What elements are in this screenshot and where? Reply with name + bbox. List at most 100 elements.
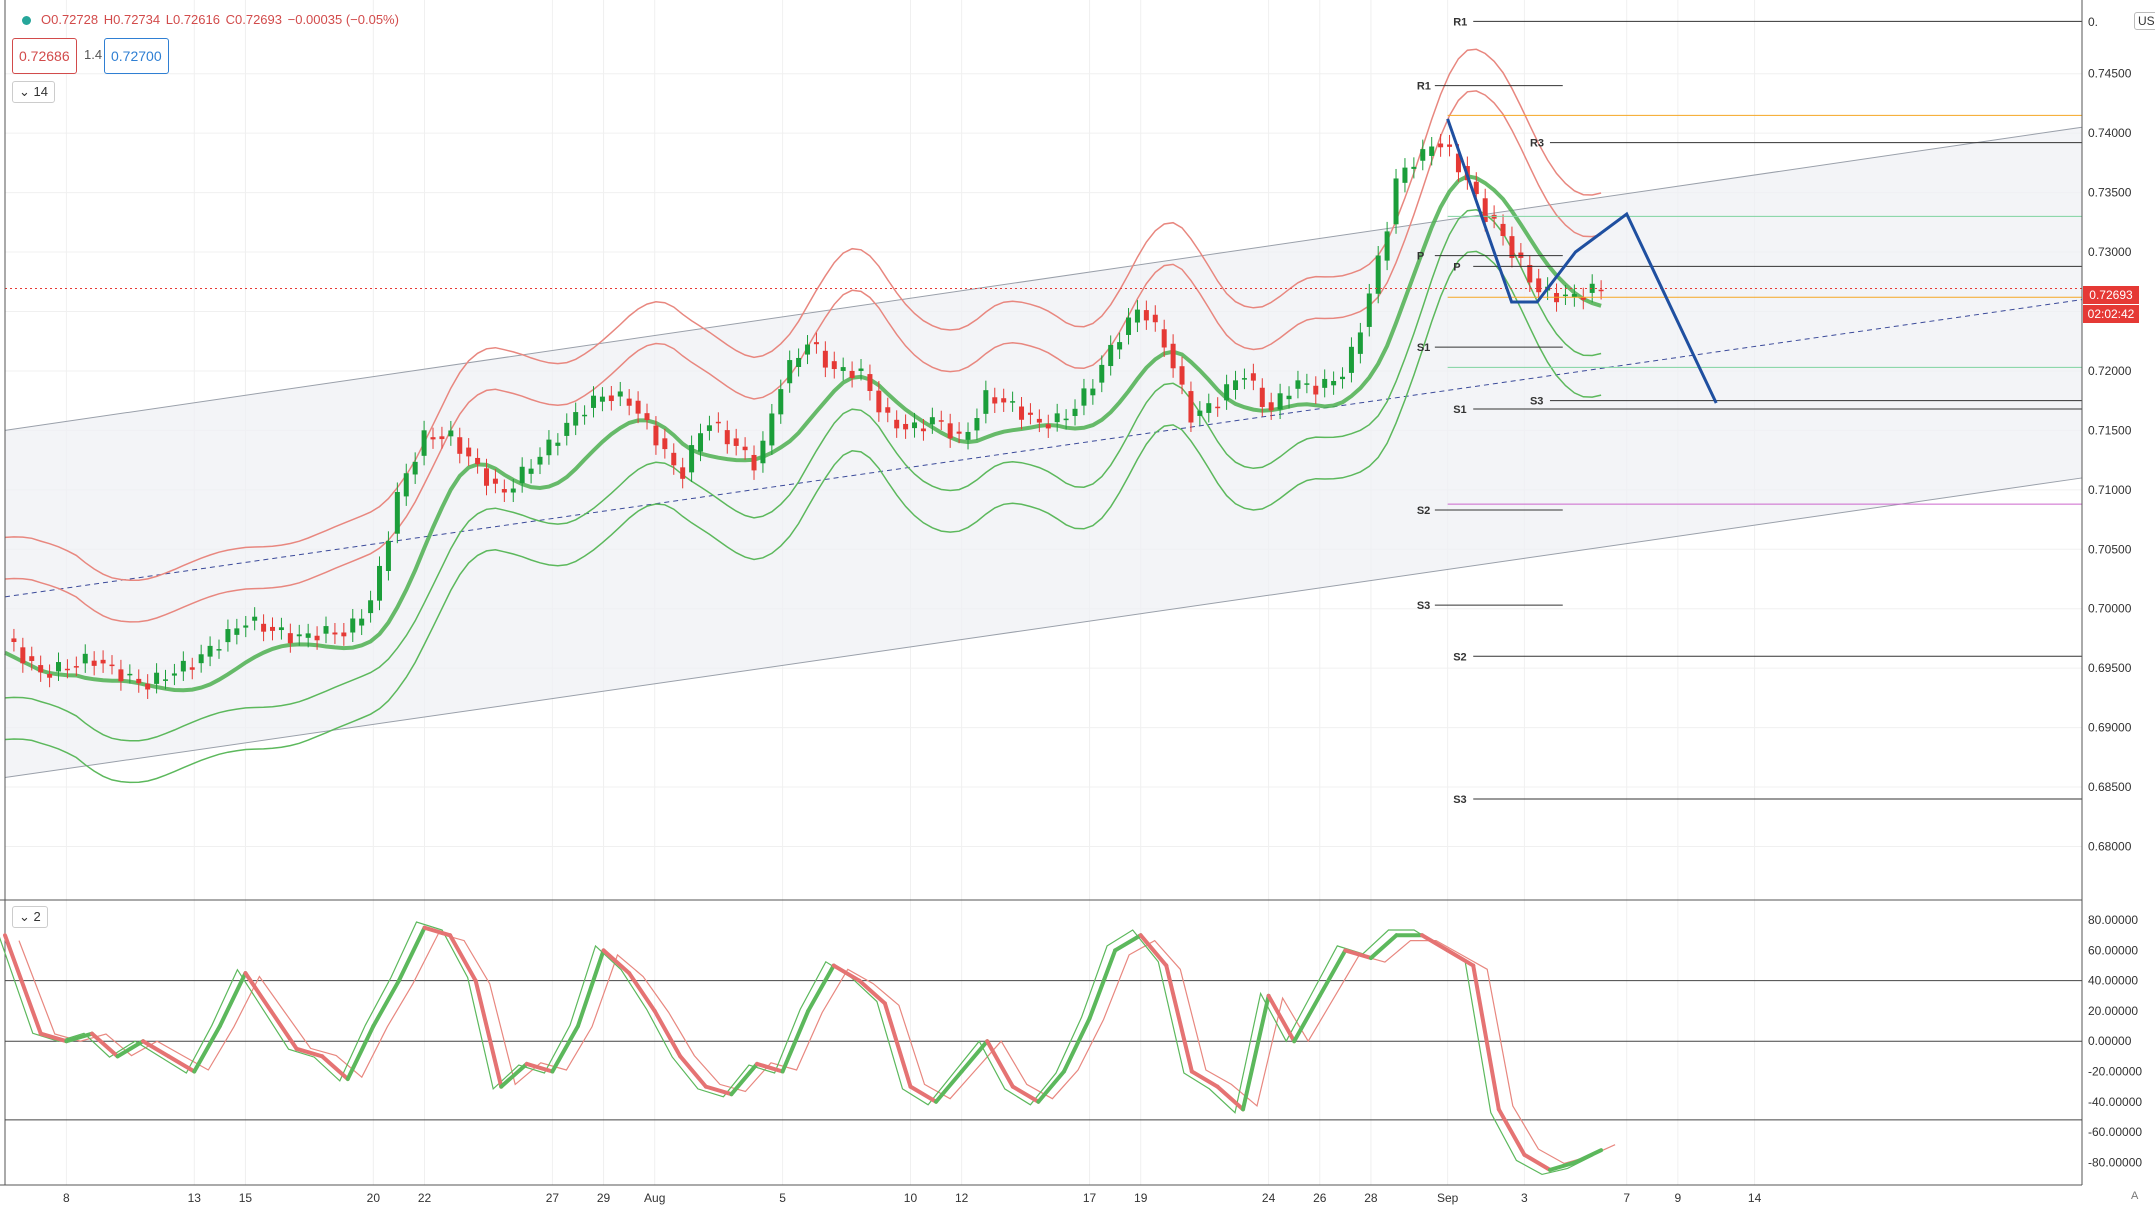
sell-price-button[interactable]: 0.72686 [12,38,77,74]
osc-tick-4: 0.00000 [2088,1034,2132,1048]
osc-main-segment [1061,1016,1092,1074]
osc-signal-line [18,932,1616,1165]
osc-main-segment [166,1054,197,1074]
candle-body [56,662,62,672]
change-value: −0.00035 (−0.05%) [287,12,399,27]
osc-main-segment [1138,933,1169,968]
pivot-b-label-2: P [1453,261,1460,273]
candle-body [1313,385,1319,395]
candle-body [1393,178,1399,225]
open-value: O0.72728 [41,12,99,27]
bar-countdown-label: 02:02:42 [2083,305,2139,323]
candle-body [1455,153,1461,173]
candle-body [1268,402,1274,411]
upper-band-outer [4,48,1602,582]
candle-body [270,626,276,631]
candle-body [1027,412,1033,415]
candle-body [1224,384,1230,401]
osc-main-segment [269,1008,299,1051]
osc-main-segment [1241,993,1271,1112]
candle-body [154,672,160,684]
candle-body [956,431,962,434]
candle-body [510,488,516,493]
candle-body [109,664,115,667]
candle-body [831,361,837,370]
osc-main-segment [1496,1107,1527,1157]
candle-body [885,407,891,413]
candle-body [671,452,677,466]
candle-body [983,390,989,414]
osc-main-segment [1343,948,1373,960]
price-tick-10: 0.69500 [2088,661,2132,675]
osc-tick-3: 20.00000 [2088,1004,2138,1018]
time-tick-2: 15 [239,1191,253,1205]
candle-body [1215,406,1221,409]
osc-main-segment [1573,1148,1604,1165]
candle-body [1562,294,1568,297]
candle-body [965,431,971,440]
candle-body [1348,346,1354,373]
osc-main-segment [1317,948,1348,998]
osc-main-segment [499,1061,529,1089]
pivot-a-label-4: S2 [1417,505,1430,517]
candle-body [1241,378,1247,380]
time-tick-20: 14 [1748,1191,1762,1205]
candle-body [1045,424,1051,429]
candle-body [1375,255,1381,294]
pivot-b-label-0: R1 [1453,16,1467,28]
candle-body [385,540,391,572]
candle-body [261,623,267,632]
oscillator-collapse-button[interactable]: ⌄ 2 [12,906,48,928]
indicators-collapse-button[interactable]: ⌄ 14 [12,81,55,103]
candle-body [20,647,26,664]
candle-body [171,673,177,676]
candle-body [1447,144,1453,147]
lower-band-inner [4,209,1602,742]
osc-tick-0: 80.00000 [2088,913,2138,927]
last-price-label: 0.72693 [2083,286,2139,304]
candle-body [715,421,721,424]
time-tick-13: 24 [1262,1191,1276,1205]
osc-main-segment [1420,933,1450,953]
candle-body [1473,181,1479,195]
candle-body [938,420,944,422]
candle-body [1482,198,1488,222]
candle-body [484,468,490,486]
candle-body [573,412,579,426]
price-tick-13: 0.68000 [2088,839,2132,853]
candle-body [368,600,374,614]
pivot-a-label-0: R2 [1417,0,1431,2]
candle-body [38,665,44,673]
candle-body [127,673,133,676]
auto-scale-button[interactable]: A [2131,1190,2139,1202]
candle-body [698,433,704,452]
candle-body [82,653,88,664]
time-tick-1: 13 [188,1191,202,1205]
spread-value: 1.4 [78,38,109,72]
osc-tick-7: -60.00000 [2088,1125,2142,1139]
candle-body [189,667,195,670]
osc-main-segment [320,1054,350,1082]
osc-fast-line [0,921,1594,1176]
upper-band-inner [4,90,1602,623]
candle-body [1063,418,1069,421]
candle-body [591,395,597,408]
buy-price-button[interactable]: 0.72700 [104,38,169,74]
candle-body [1571,294,1577,298]
lower-band-outer [4,250,1602,784]
osc-main-segment [678,1054,708,1089]
osc-main-segment [831,963,862,983]
candle-body [163,679,169,681]
channel-fill [5,127,2082,778]
price-tick-top: 0. [2088,15,2098,29]
osc-main-segment [448,933,478,983]
currency-label[interactable]: USD [2134,12,2155,30]
candle-body [1295,380,1301,389]
price-tick-9: 0.70000 [2088,602,2132,616]
candle-body [359,618,365,626]
candle-body [1411,166,1417,169]
candle-body [680,467,686,479]
candle-body [1589,283,1595,293]
candle-body [466,447,472,457]
